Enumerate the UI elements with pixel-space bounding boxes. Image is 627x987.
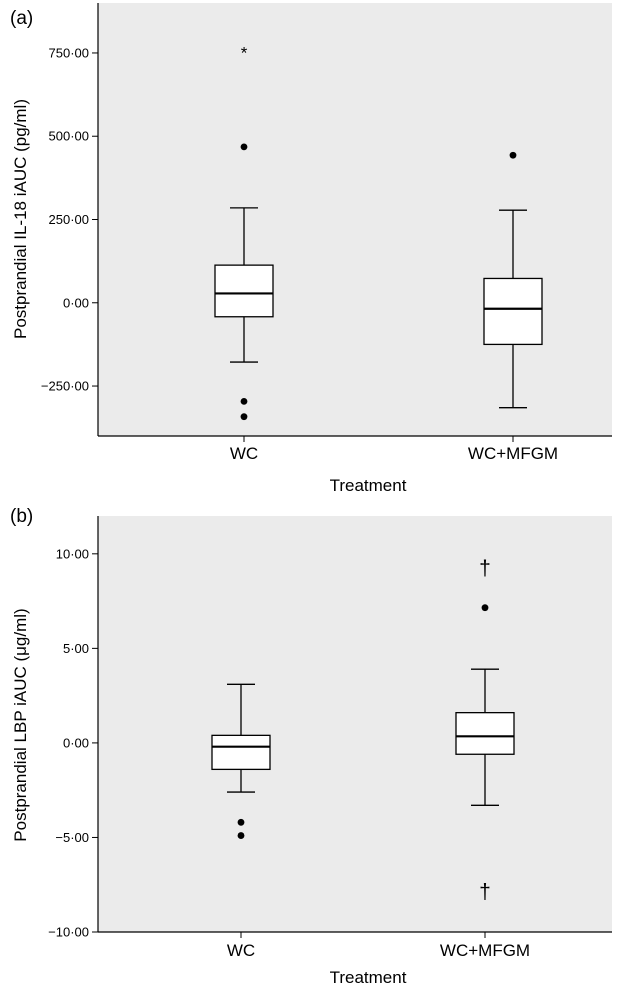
x-category-label: WC (227, 941, 255, 960)
y-tick-label: −5·00 (55, 830, 89, 845)
box-iqr (211, 734, 271, 771)
box-wc-mfgm (483, 151, 543, 409)
box-wc: * (214, 44, 274, 421)
outlier-point (481, 604, 489, 612)
box-iqr (455, 712, 515, 755)
x-axis-title: Treatment (330, 968, 407, 987)
outlier-point (240, 143, 248, 151)
y-tick-label: 0·00 (63, 295, 89, 310)
plot-area (98, 516, 612, 932)
y-tick-label: −10·00 (48, 925, 89, 940)
outlier-point (237, 818, 245, 826)
y-tick-label: 10·00 (56, 546, 89, 561)
plot-area (98, 3, 612, 436)
extreme-outlier-marker: † (479, 557, 491, 580)
y-tick-label: −250·00 (41, 379, 89, 394)
chart-panel-2: (b) 10·00 5·00 0·00 −5·00 −10·00 WC WC+MFGM Trea… (10, 506, 612, 987)
extreme-outlier-marker: † (479, 880, 491, 903)
outlier-point (509, 151, 517, 159)
y-tick-label: 5·00 (63, 641, 89, 656)
x-axis-title: Treatment (330, 476, 407, 495)
outlier-point (240, 413, 248, 421)
panel-label: (a) (10, 8, 33, 29)
y-axis-title: Postprandial LBP iAUC (μg/ml) (11, 608, 30, 841)
x-category-label: WC (230, 444, 258, 463)
box-iqr (214, 264, 274, 318)
y-tick-label: 0·00 (63, 735, 89, 750)
y-tick-label: 250·00 (49, 212, 89, 227)
outlier-point (240, 397, 248, 405)
outlier-point (237, 832, 245, 839)
chart-panel-1: (a) 750·00 500·00 250·00 0·00 −250·00 WC WC+MFG… (10, 3, 612, 495)
box-wc (211, 683, 271, 839)
x-category-label: WC+MFGM (440, 941, 530, 960)
y-axis-title: Postprandial IL-18 iAUC (pg/ml) (11, 99, 30, 339)
y-tick-label: 500·00 (49, 129, 89, 144)
box-wc-mfgm: †† (455, 557, 515, 903)
x-category-label: WC+MFGM (468, 444, 558, 463)
extreme-outlier-marker: * (241, 44, 248, 63)
y-tick-label: 750·00 (49, 45, 89, 60)
panel-label: (b) (10, 506, 33, 527)
box-iqr (483, 277, 543, 346)
